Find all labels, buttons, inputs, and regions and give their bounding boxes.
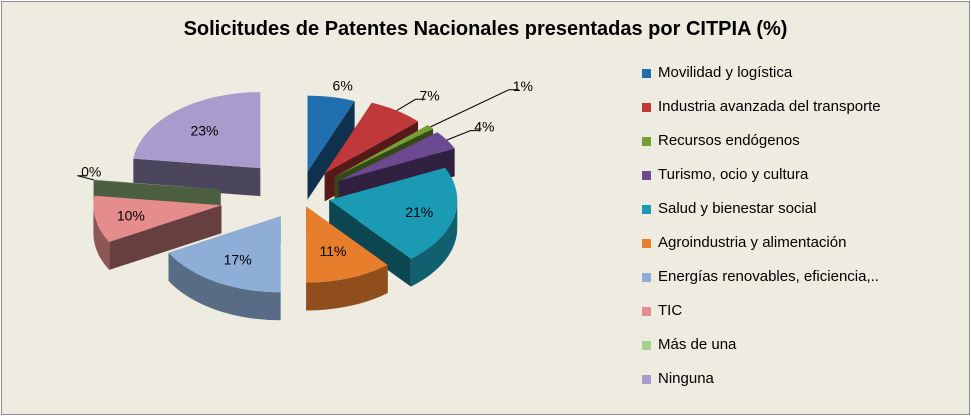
legend-label: Movilidad y logística	[658, 64, 793, 81]
legend-item: Movilidad y logística	[640, 64, 960, 98]
legend-label: Turismo, ocio y cultura	[658, 166, 809, 183]
legend: Movilidad y logística Industria avanzada …	[640, 64, 960, 404]
slice-top	[334, 125, 434, 178]
legend-item: Recursos endógenos	[640, 132, 960, 166]
legend-label: Agroindustria y alimentación	[658, 234, 847, 251]
slice-side	[168, 252, 281, 321]
legend-item: Turismo, ocio y cultura	[640, 166, 960, 200]
slice-top	[324, 102, 419, 174]
slice-side	[93, 205, 110, 270]
data-label: 17%	[224, 251, 252, 267]
legend-label: Industria avanzada del transporte	[658, 98, 881, 115]
slice-wall	[307, 100, 355, 200]
slice-side	[306, 265, 388, 311]
data-label: 11%	[319, 243, 346, 259]
slice-top	[133, 92, 261, 169]
data-label: 4%	[474, 119, 494, 135]
legend-swatch	[642, 69, 651, 78]
pie-chart: 6% 7% 1% 4% 21% 11% 17% 10% 0% 23%	[77, 77, 533, 321]
leader-line	[446, 130, 481, 141]
legend-item: Ninguna	[640, 370, 960, 404]
legend-swatch	[642, 137, 651, 146]
legend-swatch	[642, 341, 651, 350]
data-label: 10%	[117, 208, 145, 224]
legend-swatch	[642, 307, 651, 316]
slice-top	[338, 132, 455, 181]
legend-item: Energías renovables, eficiencia,..	[640, 268, 960, 302]
legend-label: Más de una	[658, 336, 737, 353]
slice-5	[306, 206, 388, 311]
data-label: 0%	[81, 164, 101, 180]
legend-item: Industria avanzada del transporte	[640, 98, 960, 132]
slice-side	[410, 200, 458, 287]
legend-item: Salud y bienestar social	[640, 200, 960, 234]
slice-top	[307, 95, 355, 172]
leader-line	[396, 98, 426, 112]
legend-item: Agroindustria y alimentación	[640, 234, 960, 268]
legend-item: Más de una	[640, 336, 960, 370]
data-label: 1%	[513, 78, 533, 94]
slice-6	[168, 216, 281, 321]
slice-7	[93, 195, 222, 270]
legend-swatch	[642, 205, 651, 214]
legend-label: Recursos endógenos	[658, 132, 800, 149]
slice-top	[306, 206, 388, 283]
chart-title: Solicitudes de Patentes Nacionales prese…	[183, 18, 788, 40]
leader-line	[430, 89, 519, 128]
legend-swatch	[642, 375, 651, 384]
slice-top	[168, 216, 281, 293]
data-label: 7%	[420, 87, 440, 103]
slice-top	[329, 167, 458, 259]
legend-swatch	[642, 103, 651, 112]
slice-top	[93, 195, 222, 242]
legend-swatch	[642, 171, 651, 180]
legend-label: Salud y bienestar social	[658, 200, 817, 217]
slice-wall	[329, 200, 411, 287]
legend-label: Energías renovables, eficiencia,..	[658, 268, 879, 285]
slice-0	[307, 95, 355, 200]
data-label: 21%	[405, 204, 433, 220]
leader-line	[77, 175, 94, 181]
slice-4	[329, 167, 458, 287]
data-label: 23%	[190, 122, 218, 138]
data-label: 6%	[333, 77, 353, 93]
legend-item: TIC	[640, 302, 960, 336]
legend-swatch	[642, 273, 651, 282]
slice-top	[93, 179, 221, 190]
legend-label: Ninguna	[658, 370, 714, 387]
legend-swatch	[642, 239, 651, 248]
legend-label: TIC	[658, 302, 683, 319]
slice-9	[133, 92, 261, 197]
